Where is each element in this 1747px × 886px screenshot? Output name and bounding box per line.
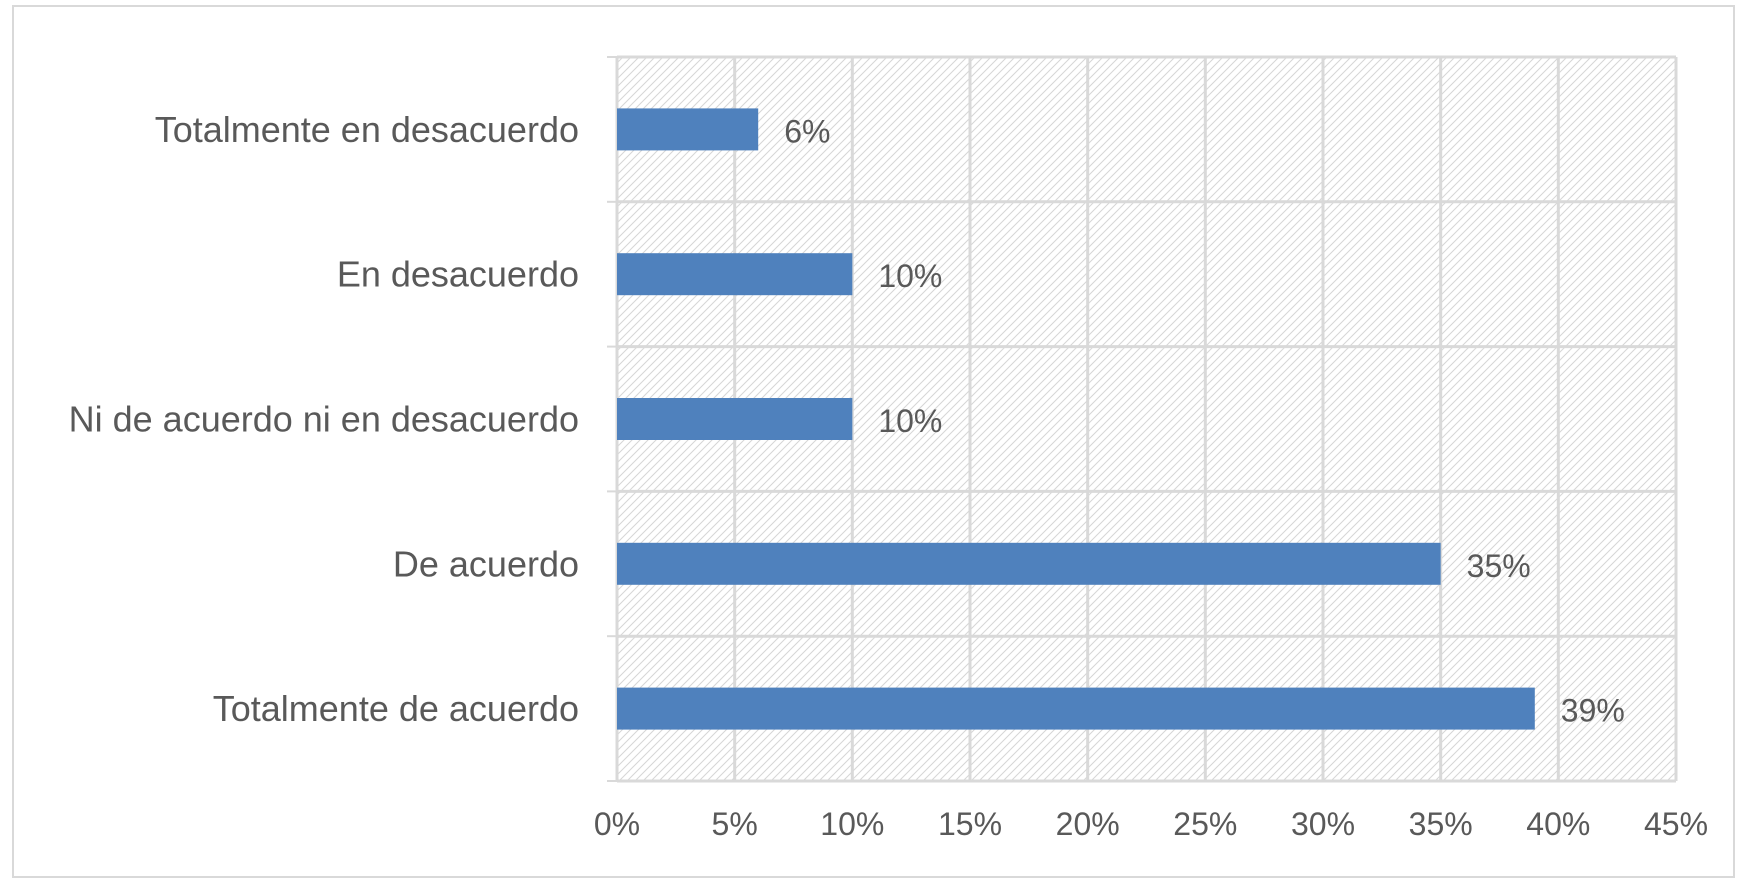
data-label: 35% [1467,548,1531,584]
x-tick-label: 35% [1409,806,1473,842]
gridlines [607,55,1678,783]
bar [617,687,1535,730]
x-tick-label: 10% [820,806,884,842]
x-tick-label: 40% [1526,806,1590,842]
category-label: En desacuerdo [337,254,579,295]
category-labels: Totalmente en desacuerdo En desacuerdo Ni … [69,109,579,729]
data-label: 10% [878,258,942,294]
data-label: 6% [784,113,830,149]
x-tick-label: 45% [1644,806,1708,842]
data-label: 10% [878,403,942,439]
category-label: Totalmente en desacuerdo [155,109,579,150]
bar [617,398,853,440]
category-label: Totalmente de acuerdo [213,688,579,729]
data-label: 39% [1561,693,1625,729]
bar [617,253,853,296]
bar [617,108,759,151]
bars [617,108,1535,730]
x-tick-label: 30% [1291,806,1355,842]
x-tick-label: 0% [594,806,640,842]
category-label: De acuerdo [393,543,579,584]
bar [617,542,1441,585]
category-label: Ni de acuerdo ni en desacuerdo [69,399,579,440]
x-tick-label: 5% [712,806,758,842]
x-tick-label: 15% [938,806,1002,842]
x-tick-label: 20% [1056,806,1120,842]
x-tick-label: 25% [1173,806,1237,842]
x-tick-labels: 0% 5% 10% 15% 20% 25% 30% 35% 40% 45% [594,806,1708,842]
data-labels: 6% 10% 10% 35% 39% [784,113,1625,728]
